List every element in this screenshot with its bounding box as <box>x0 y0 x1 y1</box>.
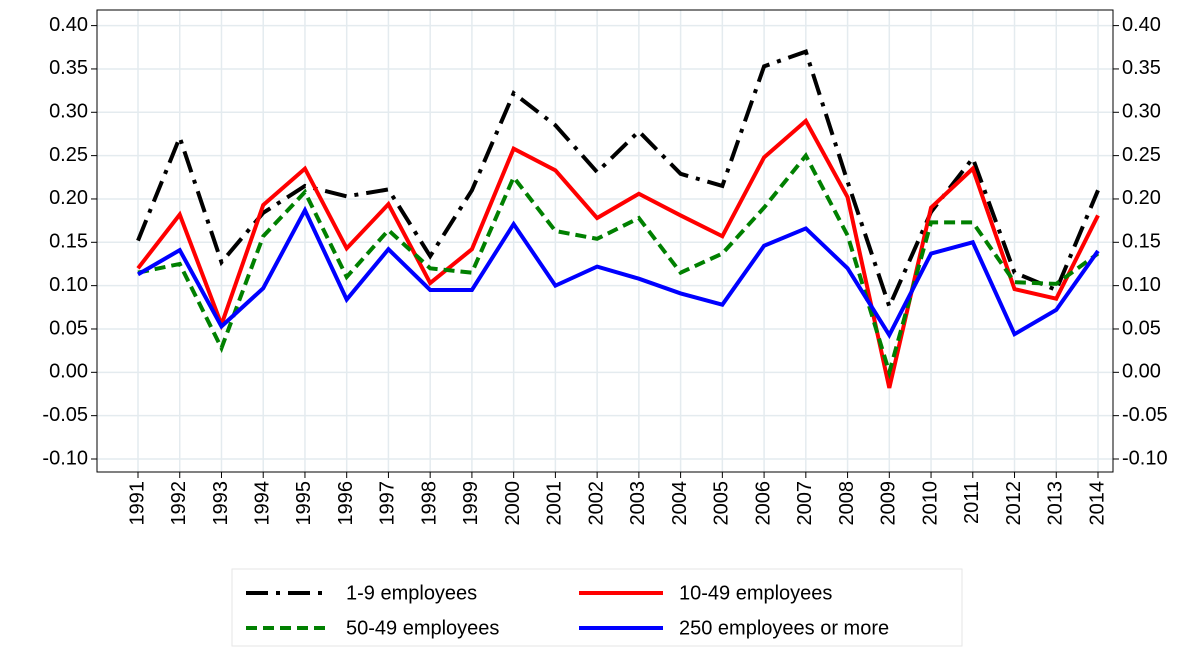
x-tick-label: 2008 <box>836 481 858 526</box>
legend-label: 50-49 employees <box>346 617 499 639</box>
x-tick-label: 2005 <box>711 481 733 526</box>
x-tick-label: 2001 <box>544 481 566 526</box>
x-tick-label: 2006 <box>752 481 774 526</box>
x-tick-label: 2002 <box>585 481 607 526</box>
x-tick-label: 1993 <box>210 481 232 526</box>
x-tick-label: 2000 <box>502 481 524 526</box>
x-tick-label: 2007 <box>794 481 816 526</box>
y2-tick-label: -0.10 <box>1122 447 1168 469</box>
x-tick-label: 2009 <box>878 481 900 526</box>
y-tick-label: -0.10 <box>42 447 88 469</box>
series-line <box>137 151 1100 380</box>
legend-box <box>231 568 963 647</box>
x-tick-label: 1994 <box>251 481 273 526</box>
series-line <box>136 205 1100 340</box>
x-tick-label: 2013 <box>1045 481 1067 526</box>
series-line <box>136 117 1100 389</box>
y2-tick-label: 0.25 <box>1122 144 1161 166</box>
y-tick-label: 0.30 <box>49 101 88 123</box>
y-tick-label: 0.25 <box>49 144 88 166</box>
y-tick-label: 0.00 <box>49 361 88 383</box>
y2-tick-label: 0.10 <box>1122 274 1161 296</box>
y2-tick-label: 0.40 <box>1122 14 1161 36</box>
y2-tick-label: 0.30 <box>1122 101 1161 123</box>
legend-label: 250 employees or more <box>679 617 889 639</box>
x-tick-label: 2012 <box>1003 481 1025 526</box>
plot-frame <box>96 9 1114 473</box>
y-tick-label: 0.05 <box>49 317 88 339</box>
x-tick-label: 1996 <box>335 481 357 526</box>
x-tick-label: 1997 <box>377 481 399 526</box>
y-tick-label: 0.20 <box>49 187 88 209</box>
x-tick-label: 1999 <box>460 481 482 526</box>
y-tick-label: 0.40 <box>49 14 88 36</box>
x-tick-label: 1991 <box>126 481 148 526</box>
y2-tick-label: 0.35 <box>1122 57 1161 79</box>
x-tick-label: 2003 <box>627 481 649 526</box>
y-tick-label: 0.35 <box>49 57 88 79</box>
y2-tick-label: 0.20 <box>1122 187 1161 209</box>
x-tick-label: 2004 <box>669 481 691 526</box>
y-tick-label: 0.10 <box>49 274 88 296</box>
x-tick-label: 2011 <box>961 481 983 524</box>
x-tick-label: 1992 <box>168 481 190 526</box>
x-tick-label: 1995 <box>293 481 315 526</box>
legend-label: 1-9 employees <box>346 582 477 604</box>
y2-tick-label: -0.05 <box>1122 404 1168 426</box>
legend-label: 10-49 employees <box>679 582 832 604</box>
y2-tick-label: 0.00 <box>1122 361 1161 383</box>
y2-tick-label: 0.15 <box>1122 231 1161 253</box>
x-tick-label: 2014 <box>1086 481 1108 526</box>
series-line <box>136 49 1100 312</box>
y2-tick-label: 0.05 <box>1122 317 1161 339</box>
x-tick-label: 1998 <box>418 481 440 526</box>
y-tick-label: -0.05 <box>42 404 88 426</box>
y-tick-label: 0.15 <box>49 231 88 253</box>
x-tick-label: 2010 <box>919 481 941 526</box>
